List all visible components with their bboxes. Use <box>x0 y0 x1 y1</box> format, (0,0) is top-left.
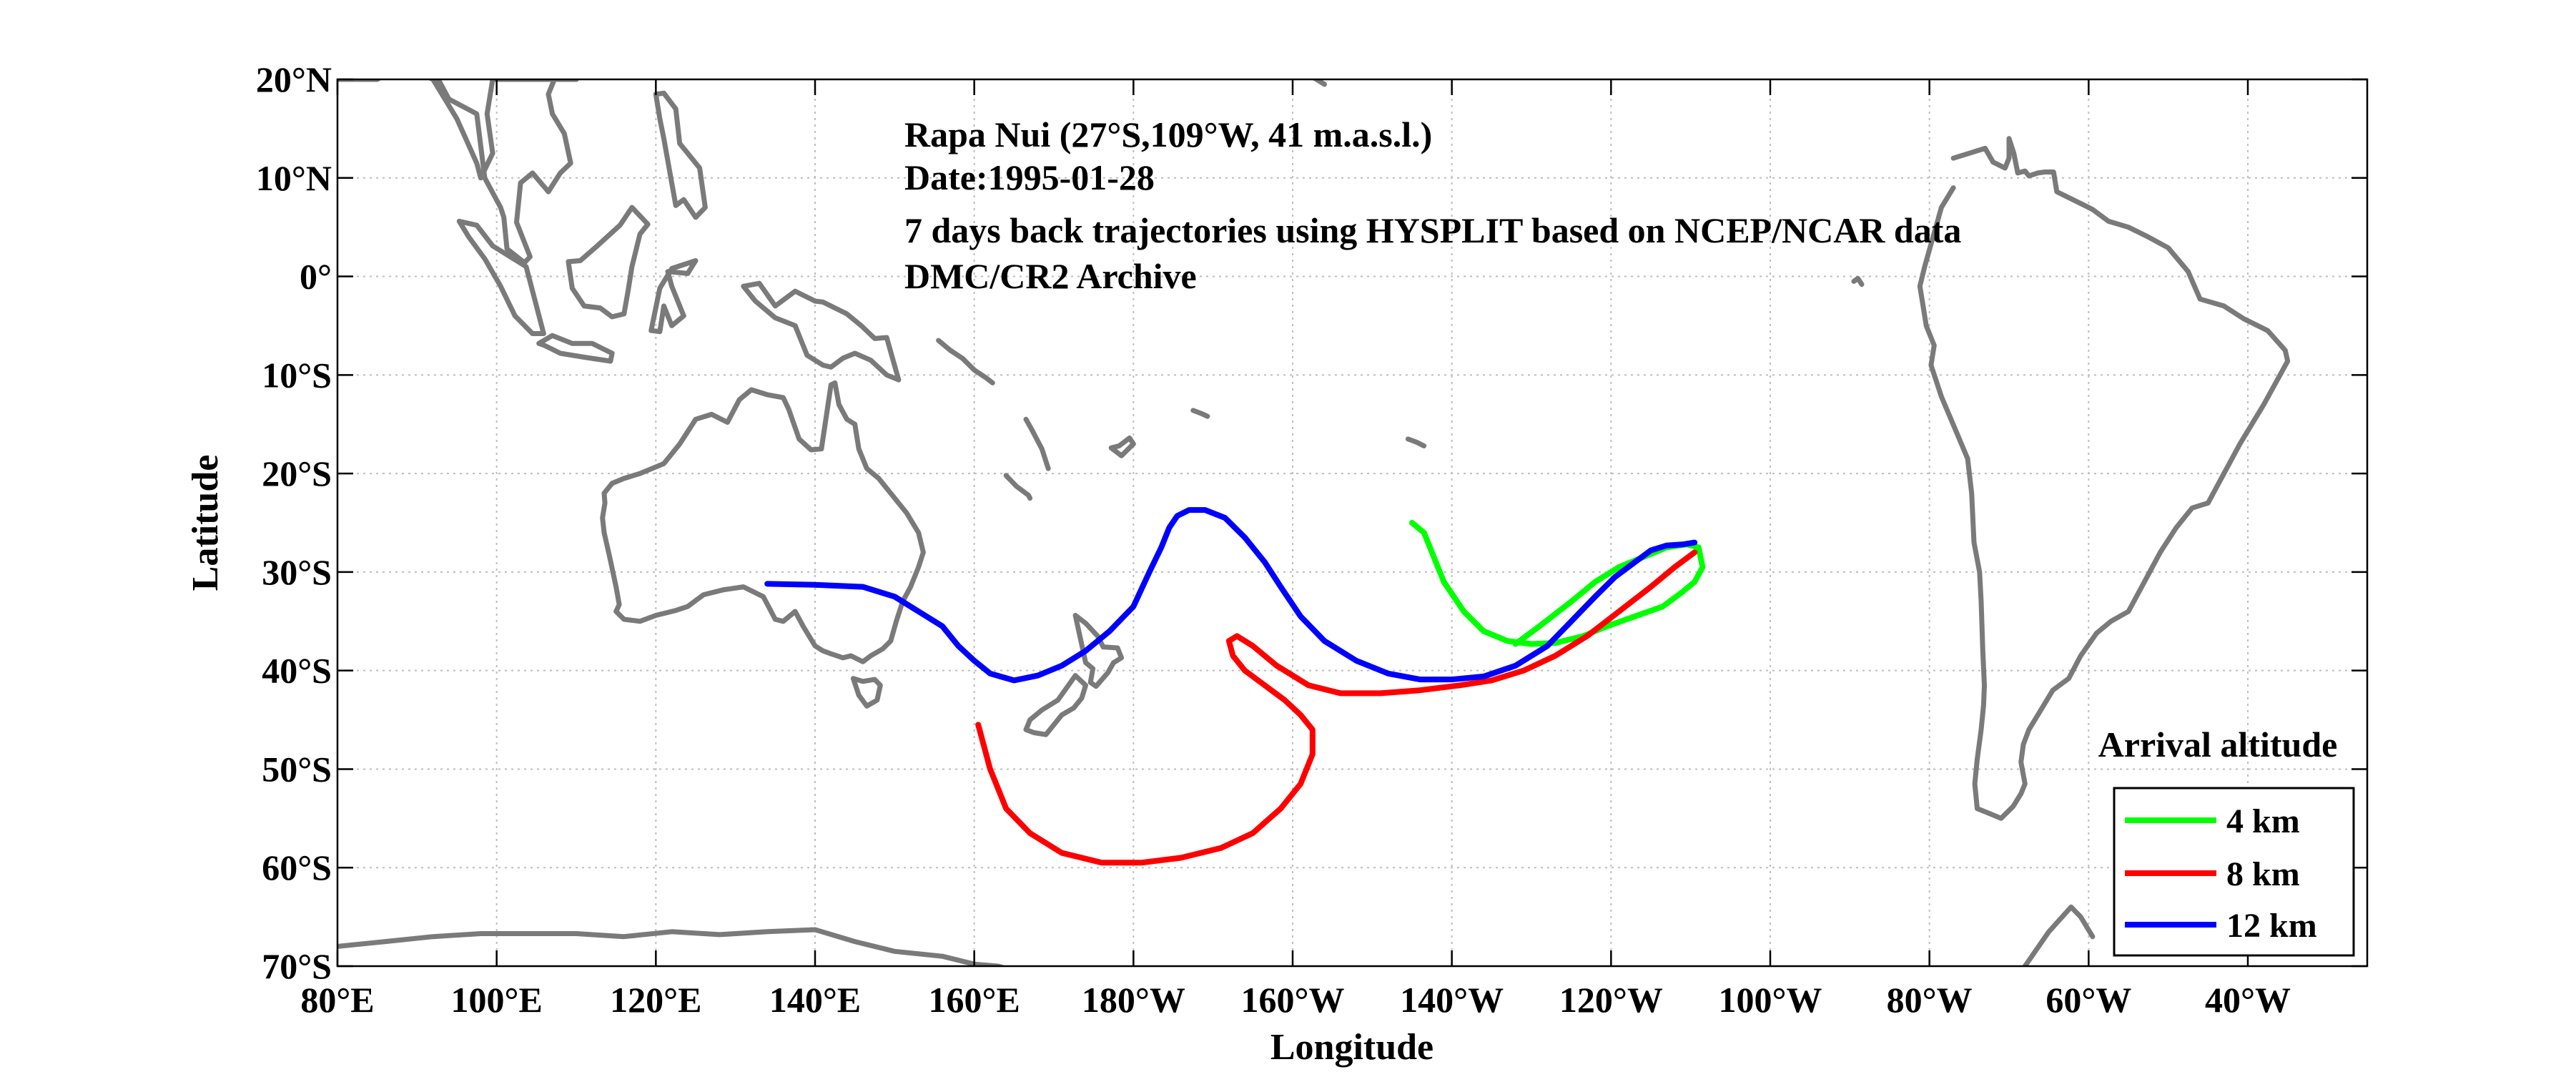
coastline-new-zealand-south <box>1023 673 1088 737</box>
coastline-hawaii <box>1311 79 1327 87</box>
coastline-sumatra <box>456 218 546 336</box>
legend-label-8km: 8 km <box>2226 855 2300 893</box>
coastline-philippines <box>653 90 708 220</box>
y-tick-label: 10°N <box>256 158 332 198</box>
coastline-south-america <box>1917 136 2291 821</box>
coastline-solomon-islands <box>936 338 995 385</box>
coastline-tuamotu <box>1405 436 1427 448</box>
x-tick-label: 180°W <box>1082 980 1185 1020</box>
coastline-new-caledonia <box>1003 473 1033 501</box>
x-tick-label: 140°E <box>769 980 861 1020</box>
title-line-4: DMC/CR2 Archive <box>904 256 1197 296</box>
legend: 4 km 8 km 12 km <box>2113 787 2355 957</box>
coastline-samoa <box>1190 408 1210 419</box>
plot-frame <box>336 78 2369 968</box>
y-tick-label: 30°S <box>262 552 332 592</box>
y-tick-label: 0° <box>300 257 332 297</box>
y-tick-label: 20°S <box>262 453 332 493</box>
trajectory-12km <box>764 507 1698 684</box>
y-tick-label: 40°S <box>262 651 332 691</box>
axis-ticks: 80°E 100°E 120°E 140°E 160°E 180°W 160°W 140°W 1… <box>256 59 2367 1020</box>
title-line-1: Rapa Nui (27°S,109°W, 41 m.a.s.l.) <box>904 114 1432 154</box>
x-tick-label: 160°W <box>1241 980 1345 1020</box>
title-line-2: Date:1995-01-28 <box>904 157 1155 197</box>
x-tick-label: 100°W <box>1719 980 1822 1020</box>
trajectory-4km <box>1409 520 1706 647</box>
coastline-antarctica <box>337 927 1007 966</box>
x-tick-label: 40°W <box>2205 980 2291 1020</box>
x-tick-label: 120°W <box>1559 980 1663 1020</box>
y-tick-label: 20°N <box>256 59 332 99</box>
coastline-vanuatu <box>1023 416 1051 471</box>
trajectory-8km <box>975 549 1698 866</box>
coastline-sulawesi <box>648 258 699 335</box>
coastline-fiji <box>1108 436 1136 458</box>
y-tick-label: 50°S <box>262 749 332 789</box>
x-tick-label: 100°E <box>450 980 542 1020</box>
x-tick-label: 60°W <box>2045 980 2131 1020</box>
title-block: Rapa Nui (27°S,109°W, 41 m.a.s.l.) Date:… <box>904 114 1961 296</box>
x-tick-label: 120°E <box>610 980 701 1020</box>
legend-label-4km: 4 km <box>2226 802 2300 840</box>
y-tick-label: 60°S <box>262 847 332 887</box>
coastline-tasmania <box>850 676 883 709</box>
x-tick-label: 80°E <box>300 980 374 1020</box>
coastline-indochina <box>337 79 579 265</box>
x-tick-label: 140°W <box>1400 980 1504 1020</box>
coastline-borneo <box>566 205 651 320</box>
coastline-new-guinea <box>741 280 902 383</box>
coastline-galapagos <box>1851 275 1865 287</box>
legend-label-12km: 12 km <box>2226 907 2317 945</box>
y-axis-label: Latitude <box>185 455 226 591</box>
coastline-java <box>536 333 615 364</box>
trajectories <box>764 507 1706 866</box>
x-tick-label: 160°E <box>928 980 1020 1020</box>
x-axis-label: Longitude <box>1270 1027 1433 1068</box>
legend-title: Arrival altitude <box>2098 724 2338 764</box>
y-tick-label: 10°S <box>262 355 332 395</box>
title-line-3: 7 days back trajectories using HYSPLIT b… <box>904 210 1961 250</box>
coastline-antarctic-peninsula <box>2022 904 2096 966</box>
y-tick-label: 70°S <box>262 946 332 986</box>
x-tick-label: 80°W <box>1887 980 1973 1020</box>
